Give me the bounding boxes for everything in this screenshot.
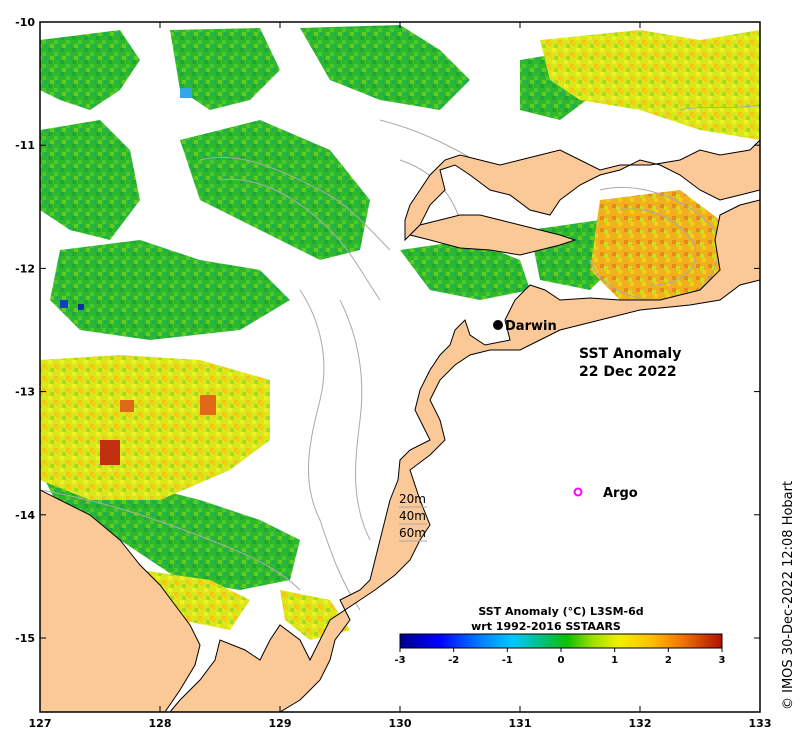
colorbar-title-line2: wrt 1992-2016 SSTAARS xyxy=(471,620,621,633)
lon-tick-label: 127 xyxy=(29,717,52,730)
colorbar-tick-label: -3 xyxy=(394,655,405,666)
darwin-label: Darwin xyxy=(505,319,557,334)
argo-float-marker xyxy=(573,487,583,497)
colorbar-tick-label: -1 xyxy=(502,655,513,666)
lat-tick-label: -15 xyxy=(15,632,35,645)
depth-legend: 20m 40m 60m xyxy=(399,492,427,542)
depth-legend-20m: 20m xyxy=(399,492,426,506)
longitude-axis: 127 128 129 130 131 132 133 xyxy=(29,22,772,730)
lon-tick-label: 129 xyxy=(269,717,292,730)
colorbar-gradient xyxy=(399,633,723,649)
lat-tick-label: -14 xyxy=(15,509,35,522)
colorbar-tick-label: 0 xyxy=(558,655,565,666)
lat-tick-label: -12 xyxy=(15,262,35,275)
land xyxy=(40,139,760,712)
colorbar-tick-label: 3 xyxy=(719,655,726,666)
lat-tick-label: -10 xyxy=(15,16,35,29)
map-title-line1: SST Anomaly xyxy=(579,346,681,362)
colorbar: SST Anomaly (°C) L3SM-6d wrt 1992-2016 S… xyxy=(394,605,725,666)
colorbar-tick-label: -2 xyxy=(448,655,459,666)
lon-tick-label: 133 xyxy=(749,717,772,730)
lon-tick-label: 130 xyxy=(389,717,412,730)
depth-legend-60m: 60m xyxy=(399,526,426,540)
argo-label: Argo xyxy=(603,486,638,501)
map-title-line2: 22 Dec 2022 xyxy=(579,364,677,380)
tiwi-islands xyxy=(404,139,760,242)
colorbar-tick-label: 1 xyxy=(611,655,618,666)
colorbar-tick-label: 2 xyxy=(665,655,672,666)
map-plot-area xyxy=(40,22,760,712)
bathurst-melville-island xyxy=(409,214,577,256)
darwin-marker xyxy=(493,320,503,330)
lon-tick-label: 132 xyxy=(629,717,652,730)
lon-tick-label: 128 xyxy=(149,717,172,730)
imos-credit: © IMOS 30-Dec-2022 12:08 Hobart xyxy=(781,481,796,710)
lon-tick-label: 131 xyxy=(509,717,532,730)
latitude-axis: -10 -11 -12 -13 -14 -15 xyxy=(15,16,760,645)
lat-tick-label: -11 xyxy=(15,139,35,152)
lat-tick-label: -13 xyxy=(15,386,35,399)
depth-legend-40m: 40m xyxy=(399,509,426,523)
mainland xyxy=(40,199,760,712)
colorbar-title-line1: SST Anomaly (°C) L3SM-6d xyxy=(478,605,643,618)
